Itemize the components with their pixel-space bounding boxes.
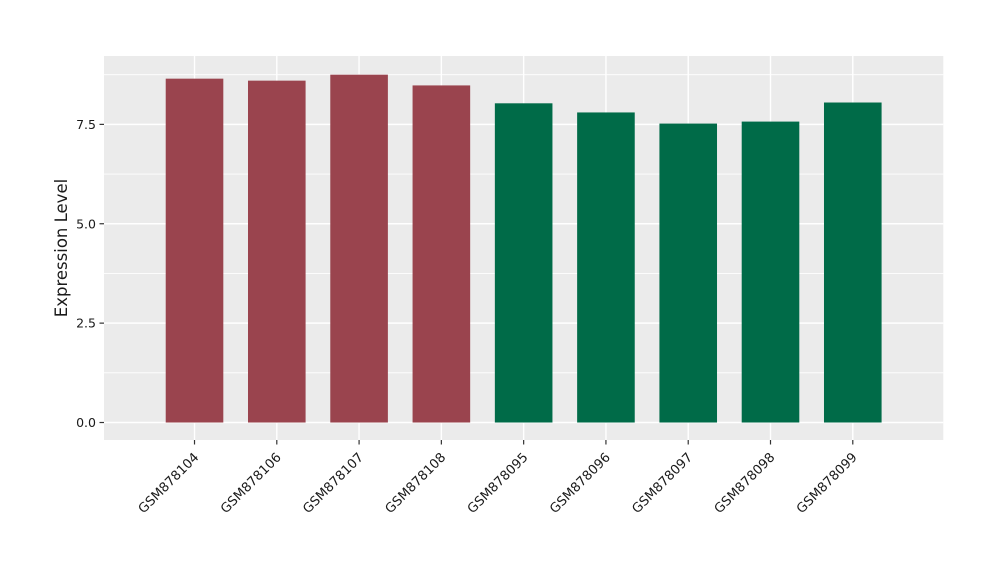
bar-GSM878097: [659, 123, 718, 423]
bar-GSM878095: [494, 103, 553, 423]
y-tick-label: 0.0: [76, 415, 96, 430]
x-tick-label-GSM878099: GSM878099: [794, 450, 861, 517]
bar-GSM878108: [412, 85, 471, 423]
x-tick-label-GSM878106: GSM878106: [218, 450, 285, 517]
x-tick-label-GSM878107: GSM878107: [300, 450, 367, 517]
bar-GSM878106: [247, 80, 306, 423]
x-tick-label-GSM878104: GSM878104: [136, 450, 203, 517]
bar-GSM878104: [165, 78, 224, 423]
x-tick-label-GSM878096: GSM878096: [547, 450, 614, 517]
bar-GSM878107: [330, 74, 388, 423]
y-tick-label: 7.5: [76, 117, 96, 132]
x-tick-label-GSM878098: GSM878098: [712, 450, 779, 517]
x-tick-label-GSM878097: GSM878097: [629, 450, 696, 517]
bar-GSM878099: [823, 102, 882, 423]
y-tick-label: 2.5: [76, 316, 96, 331]
bar-GSM878096: [577, 112, 635, 423]
x-tick-label-GSM878095: GSM878095: [465, 450, 532, 517]
bar-GSM878098: [741, 121, 800, 423]
y-tick-label: 5.0: [76, 216, 96, 231]
y-axis-title: Expression Level: [52, 179, 71, 317]
x-tick-label-GSM878108: GSM878108: [383, 450, 450, 517]
